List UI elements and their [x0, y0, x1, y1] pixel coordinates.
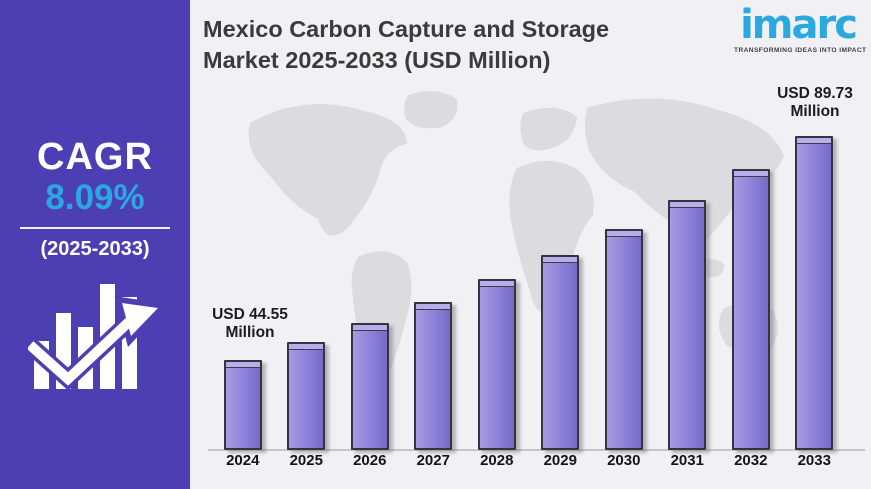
axis-label-2028: 2028: [480, 452, 514, 469]
value-label-2033: USD 89.73 Million: [777, 85, 853, 121]
imarc-logo-word: imarc: [740, 2, 858, 48]
bar-2027: [414, 302, 453, 450]
imarc-logo: imarc TRANSFORMING IDEAS INTO IMPACT: [734, 2, 867, 54]
bar-2026: [350, 323, 389, 450]
bar-row: [190, 136, 871, 450]
cagr-value: 8.09%: [45, 177, 145, 217]
cagr-label: CAGR: [37, 136, 153, 178]
value-label-2024: USD 44.55 Million: [212, 306, 288, 342]
bar-2024: [223, 360, 262, 450]
cagr-panel: CAGR 8.09% (2025-2033): [0, 0, 190, 489]
axis-label-2033: 2033: [797, 452, 831, 469]
axis-label-2032: 2032: [734, 452, 768, 469]
chart-panel: Mexico Carbon Capture and Storage Market…: [190, 0, 871, 489]
x-axis-line: [208, 449, 865, 451]
divider: [20, 226, 170, 229]
axis-label-2025: 2025: [289, 452, 323, 469]
axis-label-2027: 2027: [416, 452, 450, 469]
bar-2032: [731, 169, 770, 450]
axis-label-2029: 2029: [543, 452, 577, 469]
axis-label-2031: 2031: [670, 452, 704, 469]
bar-chart-trend-arrow-icon: [28, 283, 162, 389]
page-title: Mexico Carbon Capture and Storage Market…: [203, 16, 610, 74]
axis-label-2026: 2026: [353, 452, 387, 469]
bar-2030: [604, 229, 643, 450]
bar-2031: [668, 200, 707, 450]
bar-2029: [541, 255, 580, 450]
bar-2033: [795, 136, 834, 450]
axis-label-2030: 2030: [607, 452, 641, 469]
bar-2025: [287, 342, 326, 450]
axis-labels: 2024 2025 2026 2027 2028 2029 2030 2031 2032 2033: [190, 452, 871, 469]
imarc-logo-tagline: TRANSFORMING IDEAS INTO IMPACT: [734, 47, 867, 54]
cagr-period: (2025-2033): [40, 237, 150, 260]
axis-label-2024: 2024: [226, 452, 260, 469]
bar-2028: [477, 279, 516, 450]
